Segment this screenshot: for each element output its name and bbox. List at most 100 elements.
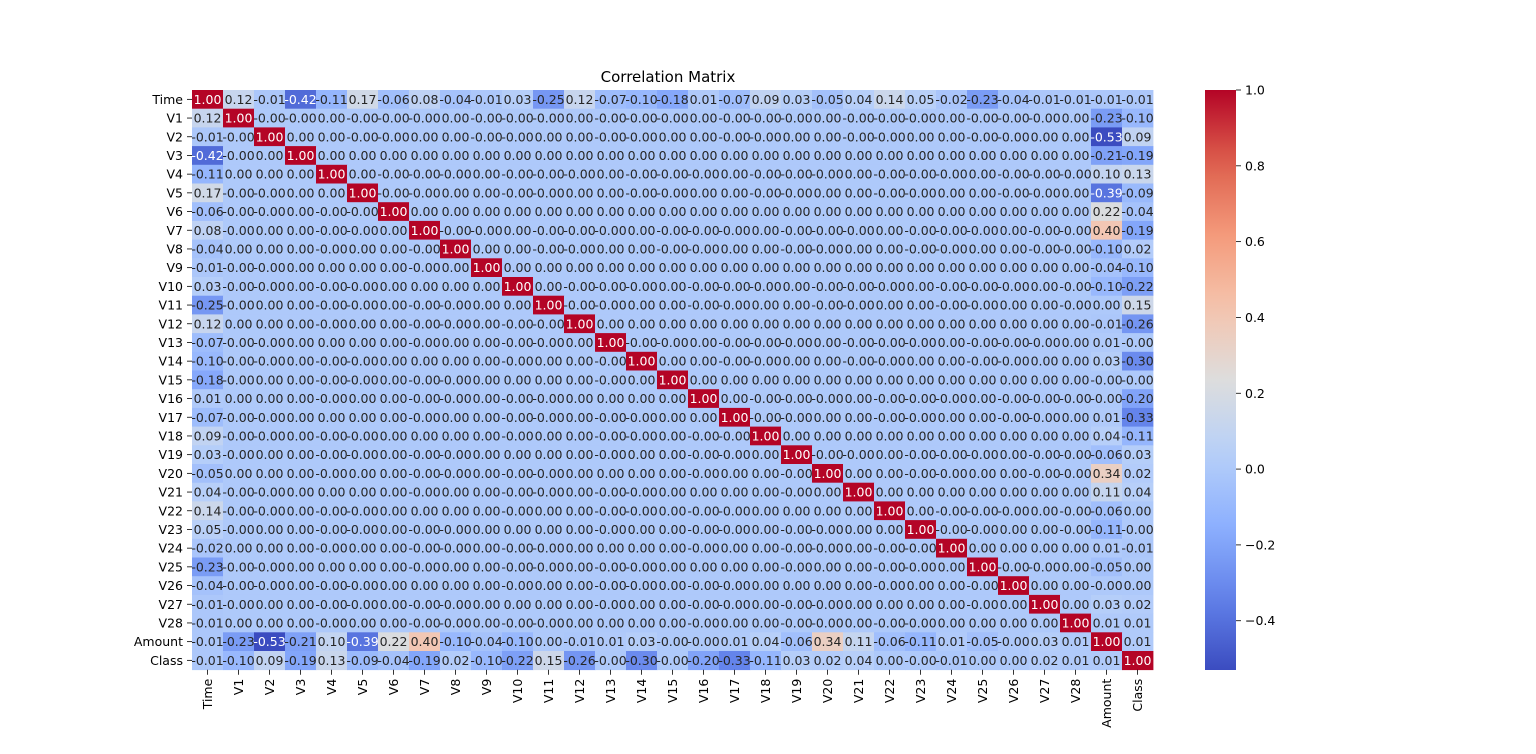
cell-value-label: -0.00 [749, 354, 781, 369]
cell-value-label: 1.00 [938, 541, 966, 556]
heatmap-cell [471, 651, 503, 671]
cell-value-label: -0.07 [191, 410, 223, 425]
heatmap-cell [471, 202, 503, 222]
heatmap-cell [657, 351, 689, 371]
cell-value-label: -0.00 [253, 260, 285, 275]
heatmap-cell [626, 295, 658, 315]
heatmap-cell [223, 333, 255, 353]
heatmap-cell [843, 108, 875, 128]
heatmap-cell [564, 239, 596, 259]
cell-value-label: -0.00 [718, 279, 750, 294]
heatmap-cell [688, 164, 720, 184]
cell-value-label: -0.00 [253, 485, 285, 500]
cell-value-label: 0.00 [566, 111, 594, 126]
colorbar-tick-label: −0.4 [1245, 613, 1275, 628]
cell-value-label: -0.00 [1090, 578, 1122, 593]
heatmap-cell [998, 482, 1030, 502]
cell-value-label: 0.00 [318, 410, 346, 425]
cell-value-label: 0.00 [814, 316, 842, 331]
heatmap-cell [936, 164, 968, 184]
cell-value-label: 0.00 [442, 279, 470, 294]
cell-value-label: 0.00 [473, 578, 501, 593]
heatmap-cell [285, 108, 317, 128]
cell-value-label: -0.00 [377, 111, 409, 126]
cell-value-label: 0.00 [473, 316, 501, 331]
cell-value-label: -0.00 [687, 223, 719, 238]
heatmap-cell [1060, 538, 1092, 558]
heatmap-cell [595, 632, 627, 652]
heatmap-cell [564, 538, 596, 558]
cell-value-label: -0.00 [718, 129, 750, 144]
cell-value-label: -0.00 [1059, 522, 1091, 537]
cell-value-label: -0.00 [377, 167, 409, 182]
heatmap-cell [254, 295, 286, 315]
heatmap-cell [1122, 482, 1154, 502]
heatmap-cell [471, 146, 503, 166]
heatmap-cell [874, 389, 906, 409]
cell-value-label: 0.00 [225, 391, 253, 406]
heatmap-cell [781, 576, 813, 596]
cell-value-label: -0.00 [501, 185, 533, 200]
heatmap-cell [223, 164, 255, 184]
cell-value-label: -0.00 [997, 335, 1029, 350]
heatmap-cell [533, 426, 565, 446]
cell-value-label: -0.10 [191, 354, 223, 369]
cell-value-label: 0.00 [473, 559, 501, 574]
heatmap-cell [378, 426, 410, 446]
heatmap-cell [1091, 520, 1123, 540]
heatmap-cell [750, 538, 782, 558]
cell-value-label: -0.00 [594, 223, 626, 238]
cell-value-label: 1.00 [969, 559, 997, 574]
heatmap-cell [750, 108, 782, 128]
heatmap-cell [223, 258, 255, 278]
heatmap-cell [998, 576, 1030, 596]
cell-value-label: 0.00 [845, 466, 873, 481]
heatmap-cell [688, 632, 720, 652]
heatmap-cell [1122, 464, 1154, 484]
cell-value-label: 1.00 [628, 354, 656, 369]
row-tick-label: V17 [159, 410, 183, 425]
cell-value-label: -0.00 [315, 541, 347, 556]
cell-value-label: -0.00 [1028, 335, 1060, 350]
cell-value-label: 0.00 [318, 260, 346, 275]
cell-value-label: 0.00 [628, 466, 656, 481]
cell-value-label: 0.00 [349, 410, 377, 425]
cell-value-label: 0.00 [380, 391, 408, 406]
cell-value-label: 0.00 [659, 279, 687, 294]
cell-value-label: -0.00 [253, 559, 285, 574]
heatmap-cell [750, 314, 782, 334]
heatmap-cell [409, 146, 441, 166]
heatmap-cell [967, 538, 999, 558]
heatmap-cell [471, 258, 503, 278]
heatmap-cell [440, 651, 472, 671]
cell-value-label: -0.00 [935, 466, 967, 481]
heatmap-cell [905, 632, 937, 652]
cell-value-label: 0.00 [442, 129, 470, 144]
cell-value-label: 0.00 [814, 354, 842, 369]
heatmap-cell [657, 538, 689, 558]
heatmap-cell [409, 202, 441, 222]
heatmap-cell [378, 90, 410, 110]
heatmap-cell [1091, 557, 1123, 577]
heatmap-cell [936, 295, 968, 315]
cell-value-label: -0.00 [966, 335, 998, 350]
cell-value-label: -0.00 [811, 279, 843, 294]
heatmap-cell [254, 333, 286, 353]
cell-value-label: 0.22 [1093, 204, 1121, 219]
cell-value-label: -0.00 [346, 354, 378, 369]
cell-value-label: 0.00 [1031, 260, 1059, 275]
cell-value-label: 0.00 [845, 241, 873, 256]
cell-value-label: 0.00 [380, 335, 408, 350]
cell-value-label: -0.00 [377, 185, 409, 200]
heatmap-cell [1029, 333, 1061, 353]
heatmap-cell [905, 295, 937, 315]
cell-value-label: -0.00 [625, 410, 657, 425]
colorbar [1205, 90, 1236, 670]
cell-value-label: 0.01 [1093, 615, 1121, 630]
cell-value-label: -0.00 [1028, 167, 1060, 182]
heatmap-cell [595, 277, 627, 297]
cell-value-label: -0.00 [501, 428, 533, 443]
heatmap-cell [440, 146, 472, 166]
cell-value-label: 0.14 [876, 92, 904, 107]
heatmap-cell [657, 501, 689, 521]
